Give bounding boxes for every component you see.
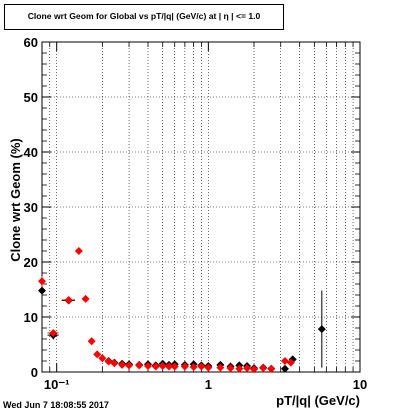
- data-point: [170, 362, 179, 371]
- data-point: [226, 364, 235, 373]
- timestamp: Wed Jun 7 18:08:55 2017: [3, 400, 109, 410]
- data-point: [135, 361, 144, 370]
- chart-title: Clone wrt Geom for Global vs pT/|q| (GeV…: [27, 11, 261, 21]
- y-tick-label: 20: [24, 255, 38, 270]
- x-tick-label: 10: [353, 377, 367, 392]
- data-point: [197, 362, 206, 371]
- x-tick-label: 1: [205, 377, 212, 392]
- data-point: [216, 363, 225, 372]
- data-point: [74, 247, 83, 255]
- y-axis-label: Clone wrt Geom (%): [8, 138, 23, 262]
- data-point: [98, 354, 107, 363]
- data-point: [259, 364, 268, 373]
- data-point: [38, 286, 46, 295]
- data-point: [317, 325, 326, 334]
- y-tick-label: 30: [24, 200, 38, 215]
- data-point: [87, 337, 96, 346]
- y-tick-label: 10: [24, 310, 38, 325]
- data-point: [93, 350, 102, 359]
- data-point: [286, 358, 295, 367]
- data-point: [104, 357, 113, 366]
- data-point: [243, 364, 252, 373]
- y-tick-label: 50: [24, 90, 38, 105]
- data-point: [125, 361, 134, 370]
- data-point: [204, 363, 213, 372]
- data-point: [267, 364, 276, 373]
- data-point: [280, 364, 289, 373]
- data-point: [81, 294, 90, 303]
- title-box: Clone wrt Geom for Global vs pT/|q| (GeV…: [4, 4, 284, 30]
- data-point: [164, 362, 173, 371]
- data-point: [280, 357, 289, 365]
- grid-lines: [42, 42, 360, 372]
- y-tick-label: 0: [31, 365, 38, 380]
- data-point: [151, 362, 160, 371]
- data-point: [49, 328, 58, 337]
- data-point: [180, 362, 189, 371]
- tick-labels: 0 10 20 30 40 50 60 10⁻¹ 1 10: [24, 35, 368, 392]
- y-tick-label: 60: [24, 35, 38, 50]
- x-axis-label: pT/|q| (GeV/c): [276, 393, 360, 408]
- data-points: [38, 247, 326, 374]
- data-point: [38, 277, 46, 286]
- data-point: [118, 360, 127, 369]
- data-point: [250, 365, 258, 374]
- data-point: [235, 364, 244, 373]
- x-tick-label: 10⁻¹: [44, 377, 70, 392]
- data-point: [189, 363, 198, 372]
- data-point: [64, 295, 73, 304]
- data-point: [144, 361, 152, 370]
- data-point: [158, 361, 167, 370]
- data-point: [110, 359, 119, 368]
- y-tick-label: 40: [24, 145, 38, 160]
